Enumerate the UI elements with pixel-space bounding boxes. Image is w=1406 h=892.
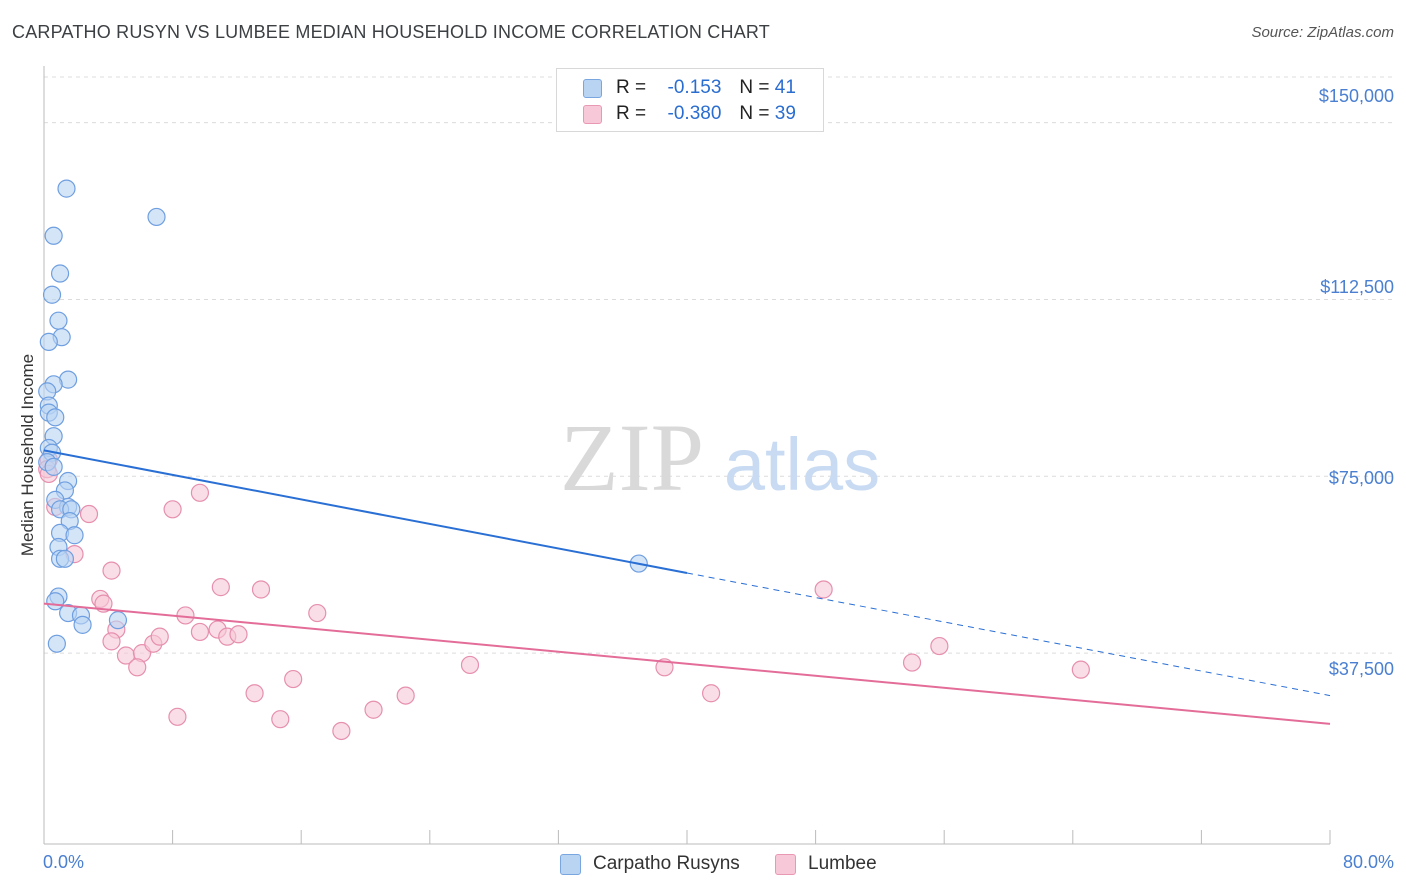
data-point bbox=[271, 710, 290, 729]
source-label: Source: ZipAtlas.com bbox=[1251, 24, 1394, 41]
legend-n-label: N = bbox=[739, 77, 770, 98]
legend-swatch-pink bbox=[775, 853, 796, 875]
legend-r-value: -0.380 bbox=[667, 103, 722, 124]
y-tick-label: $112,500 bbox=[1320, 277, 1394, 297]
data-point bbox=[147, 207, 166, 227]
legend-n-value: 41 bbox=[774, 77, 796, 98]
data-point bbox=[44, 457, 63, 476]
data-point bbox=[229, 625, 248, 644]
data-point bbox=[163, 500, 182, 519]
legend-item-lumbee[interactable]: Lumbee bbox=[775, 853, 877, 875]
trend-line-carpatho-rusyns bbox=[43, 449, 688, 574]
data-point bbox=[65, 526, 84, 545]
data-point bbox=[108, 611, 128, 630]
data-point bbox=[190, 483, 210, 502]
y-tick-label: $37,500 bbox=[1328, 659, 1394, 679]
trend-line-carpatho-rusyns-extension bbox=[686, 572, 1331, 697]
chart-title: CARPATHO RUSYN VS LUMBEE MEDIAN HOUSEHOL… bbox=[12, 22, 770, 42]
data-point bbox=[47, 634, 66, 653]
data-point bbox=[364, 700, 383, 719]
data-point bbox=[1071, 660, 1090, 679]
data-point bbox=[284, 669, 303, 689]
series-carpatho-rusyns bbox=[38, 179, 648, 653]
legend-swatch-blue bbox=[583, 78, 602, 98]
data-point bbox=[245, 684, 264, 703]
y-tick-label: $150,000 bbox=[1318, 86, 1394, 106]
legend-row-carpatho: R = -0.153 N = 41 bbox=[583, 75, 796, 101]
data-point bbox=[57, 179, 76, 198]
legend-n-value: 39 bbox=[774, 103, 796, 124]
legend-item-carpatho-rusyns[interactable]: Carpatho Rusyns bbox=[560, 853, 740, 875]
data-point bbox=[49, 311, 68, 330]
data-point bbox=[46, 408, 65, 427]
legend-label: Carpatho Rusyns bbox=[593, 853, 740, 874]
data-point bbox=[42, 285, 62, 304]
data-point bbox=[902, 653, 922, 672]
x-tick-label-max: 80.0% bbox=[1342, 852, 1394, 872]
x-tick-label-min: 0.0% bbox=[43, 852, 85, 872]
data-point bbox=[814, 580, 833, 599]
watermark: ZIP atlas bbox=[560, 404, 880, 511]
data-point bbox=[930, 636, 949, 656]
legend-stats: R = -0.153 N = 41 R = -0.380 N = 39 bbox=[556, 68, 824, 132]
data-point bbox=[102, 561, 121, 580]
data-point bbox=[79, 504, 99, 524]
data-point bbox=[128, 658, 147, 677]
data-point bbox=[396, 686, 415, 705]
data-point bbox=[702, 684, 721, 703]
data-point bbox=[190, 622, 210, 642]
data-point bbox=[168, 707, 187, 726]
legend-n-label: N = bbox=[739, 103, 770, 124]
data-point bbox=[102, 632, 121, 651]
data-point bbox=[39, 332, 58, 351]
legend-r-label: R = bbox=[616, 77, 647, 98]
data-point bbox=[55, 549, 74, 568]
watermark-atlas: atlas bbox=[724, 423, 880, 506]
trend-line-lumbee bbox=[43, 602, 1331, 725]
data-point bbox=[460, 655, 480, 675]
data-point bbox=[308, 603, 327, 623]
legend-swatch-pink bbox=[583, 104, 602, 124]
y-tick-label: $75,000 bbox=[1328, 468, 1394, 488]
legend-r-value: -0.153 bbox=[667, 77, 722, 98]
data-point bbox=[50, 264, 70, 283]
data-point bbox=[211, 578, 230, 597]
legend-swatch-blue bbox=[560, 853, 581, 875]
y-axis-label: Median Household Income bbox=[18, 353, 37, 557]
grid-lines bbox=[44, 76, 1395, 654]
watermark-zip: ZIP bbox=[560, 404, 704, 511]
legend-row-lumbee: R = -0.380 N = 39 bbox=[583, 101, 796, 127]
legend-r-label: R = bbox=[616, 103, 647, 124]
data-point bbox=[44, 226, 63, 245]
data-point bbox=[150, 627, 169, 646]
data-point bbox=[332, 721, 351, 741]
legend-label: Lumbee bbox=[808, 853, 877, 874]
data-point bbox=[73, 615, 92, 634]
data-point bbox=[251, 580, 271, 599]
trend-lines bbox=[43, 449, 1331, 725]
